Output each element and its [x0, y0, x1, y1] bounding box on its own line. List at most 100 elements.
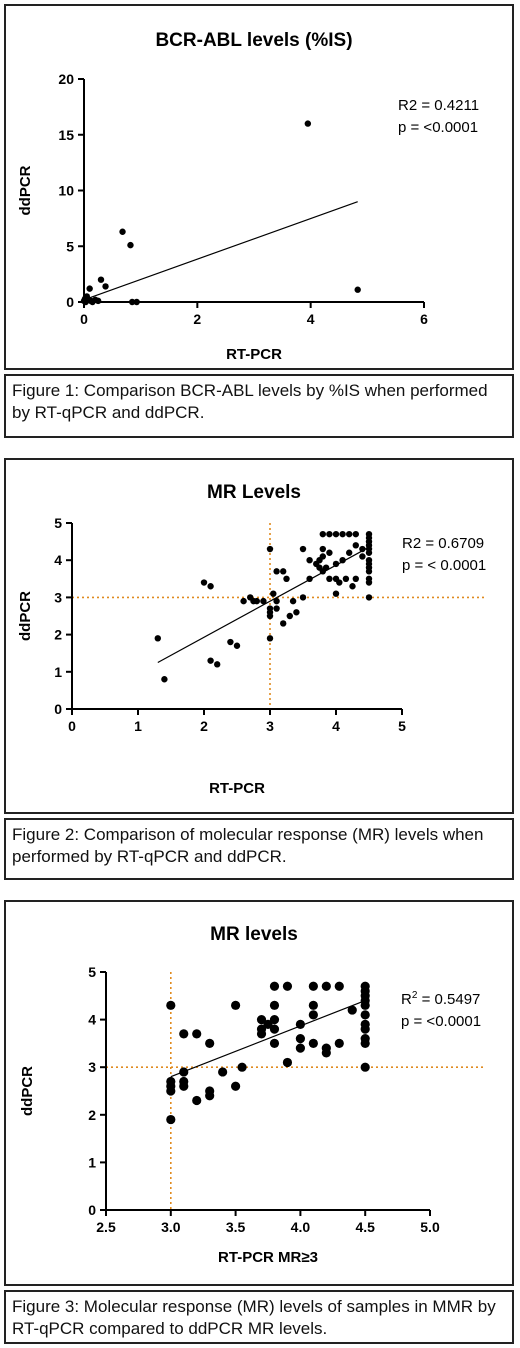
data-point [227, 638, 234, 646]
data-point [352, 542, 359, 549]
data-point [299, 594, 307, 601]
data-point [192, 1029, 202, 1039]
data-point [365, 579, 373, 586]
regression-line [170, 1000, 366, 1078]
data-point [360, 1038, 370, 1048]
data-point [332, 530, 340, 538]
data-point [339, 557, 346, 564]
x-tick-label: 2 [200, 718, 208, 734]
data-point [205, 1091, 215, 1101]
data-point [128, 298, 136, 306]
regression-line [83, 201, 358, 301]
data-point [304, 120, 312, 127]
data-point [253, 597, 260, 605]
y-tick-label: 20 [58, 71, 74, 87]
data-point [273, 568, 280, 575]
chart-title: MR Levels [207, 482, 301, 503]
data-point [273, 597, 280, 605]
x-tick-label: 5.0 [420, 1219, 440, 1235]
x-axis-label: RT-PCR MR≥3 [218, 1249, 318, 1266]
x-tick-label: 3.5 [226, 1219, 246, 1235]
data-point [293, 609, 300, 616]
figure-1-panel: BCR-ABL levels (%IS) 0 5 10 15 20 0 2 4 6 RT-PCR d… [4, 4, 514, 370]
y-tick-label: 0 [88, 1202, 96, 1218]
data-point [269, 1000, 280, 1010]
x-tick-label: 0 [80, 311, 88, 327]
data-point [263, 1019, 273, 1029]
data-point [97, 276, 105, 283]
y-tick-label: 15 [58, 127, 74, 143]
data-point [240, 597, 247, 605]
data-point [127, 241, 134, 249]
data-point [360, 1062, 370, 1072]
x-tick-label: 4 [332, 718, 340, 734]
r-squared-label: R2 = 0.6709 [402, 535, 484, 552]
data-point [207, 583, 214, 590]
data-point [365, 594, 373, 601]
chart-title: BCR-ABL levels (%IS) [155, 30, 352, 51]
data-point [269, 1015, 280, 1025]
data-point [308, 1038, 318, 1048]
data-point [321, 981, 331, 991]
data-point [218, 1067, 228, 1077]
data-point [295, 1034, 305, 1044]
data-point [231, 1081, 241, 1091]
y-tick-label: 1 [54, 664, 62, 680]
y-tick-label: 5 [88, 964, 96, 980]
data-point [306, 575, 313, 582]
data-point [282, 981, 293, 991]
data-point [347, 1005, 357, 1015]
data-point [166, 1000, 176, 1010]
data-point [280, 568, 287, 575]
data-point [319, 530, 326, 538]
data-point [102, 283, 109, 290]
chart-title: MR levels [210, 924, 298, 945]
data-point [269, 1038, 280, 1048]
y-tick-label: 4 [54, 552, 62, 568]
data-point [359, 545, 366, 553]
data-point [280, 620, 287, 627]
data-point [319, 545, 326, 553]
y-tick-label: 3 [88, 1059, 96, 1075]
data-point [299, 545, 307, 553]
data-point [332, 590, 340, 597]
data-point [295, 1043, 305, 1053]
r-squared-label: R2 = 0.4211 [398, 97, 479, 114]
data-point [346, 549, 353, 556]
data-point [154, 635, 161, 642]
y-tick-label: 4 [88, 1012, 96, 1028]
data-point [286, 612, 293, 620]
data-point [289, 597, 297, 605]
data-point [214, 661, 221, 668]
data-point [94, 297, 102, 305]
p-value-label: p = <0.0001 [398, 119, 478, 136]
data-point [352, 530, 359, 538]
data-point [179, 1029, 189, 1039]
p-value-label: p = <0.0001 [401, 1013, 481, 1030]
data-point [360, 1000, 370, 1010]
figure-1-caption: Figure 1: Comparison BCR-ABL levels by %… [4, 374, 514, 438]
x-tick-label: 4.0 [291, 1219, 311, 1235]
figure-3-panel: MR levels 0 1 2 3 4 5 2.5 3.0 3.5 4.0 4.5 5.0 RT-PCR… [4, 900, 514, 1286]
x-tick-label: 2 [193, 311, 201, 327]
data-point [273, 605, 280, 612]
data-point [359, 553, 366, 560]
data-point [334, 1038, 344, 1048]
chart-1: BCR-ABL levels (%IS) 0 5 10 15 20 0 2 4 6 RT-PCR d… [17, 30, 479, 363]
data-point [326, 575, 333, 582]
data-point [231, 1000, 241, 1010]
y-axis-label: ddPCR [17, 591, 34, 641]
r-squared-label: R2 = 0.5497 [401, 990, 480, 1008]
y-tick-label: 0 [66, 294, 74, 310]
x-tick-label: 4.5 [355, 1219, 375, 1235]
data-point [339, 530, 346, 538]
figure-3-caption: Figure 3: Molecular response (MR) levels… [4, 1290, 514, 1344]
data-point [133, 298, 140, 306]
data-point [283, 575, 290, 582]
data-point [321, 1048, 331, 1058]
data-point [256, 1029, 267, 1039]
x-tick-label: 1 [134, 718, 142, 734]
data-point [342, 575, 350, 582]
y-tick-label: 2 [88, 1107, 96, 1123]
chart-2: MR Levels 0 1 2 3 4 5 0 1 2 3 4 5 RT-PCR ddPCR R2 = 0.… [17, 482, 486, 797]
